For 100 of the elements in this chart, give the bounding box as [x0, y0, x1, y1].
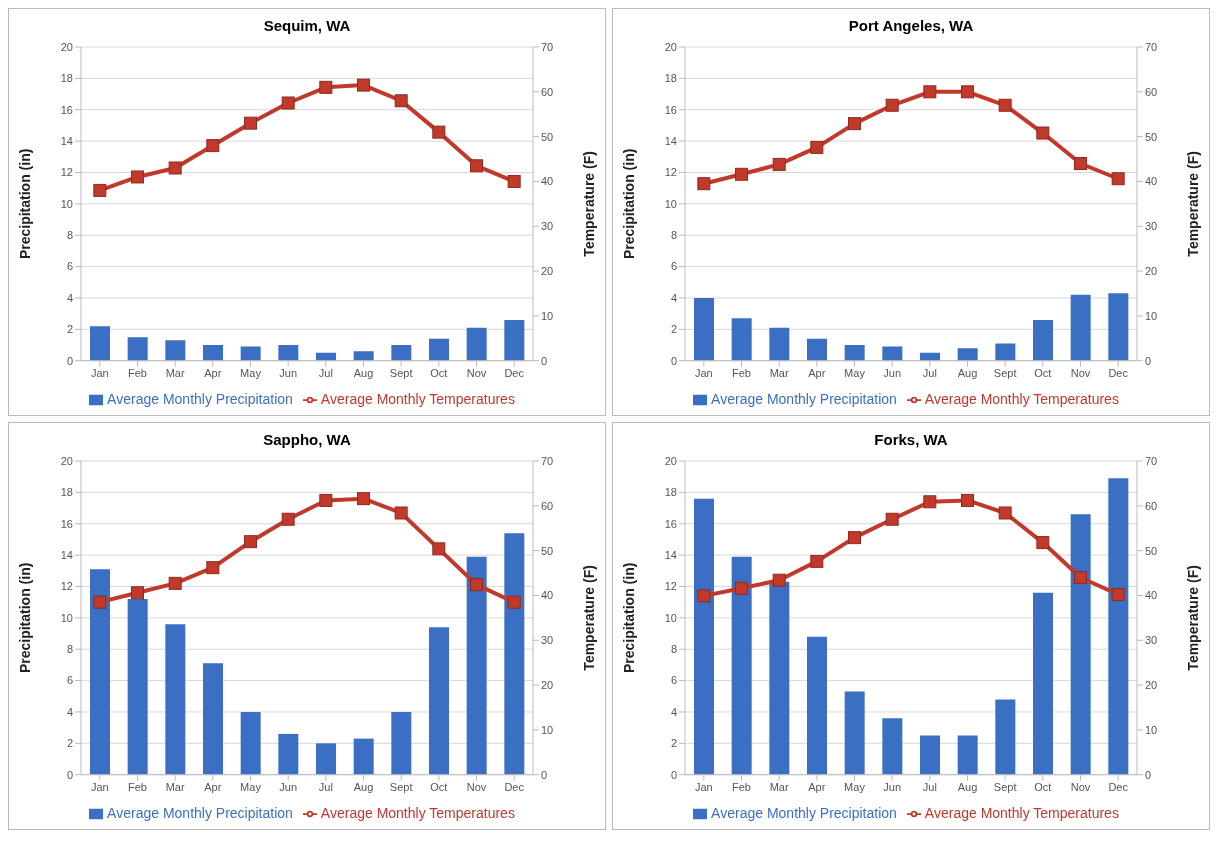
x-tick-label: Aug — [957, 780, 978, 793]
legend-label: Average Monthly Precipitation — [711, 390, 897, 407]
bar — [203, 345, 223, 361]
bar — [694, 297, 714, 361]
bar — [504, 533, 525, 775]
bar — [429, 627, 449, 775]
y-tick-label: 18 — [60, 486, 73, 499]
y2-axis-title: Temperature (F) — [1184, 151, 1201, 257]
point — [357, 78, 370, 92]
y-tick-label: 2 — [670, 323, 677, 336]
x-tick-label: Dec — [1108, 780, 1129, 793]
x-tick-label: Mar — [769, 366, 789, 379]
y-tick-label: 12 — [664, 580, 677, 593]
y-tick-label: 2 — [66, 737, 73, 750]
point — [848, 117, 861, 131]
y-tick-label: 14 — [60, 135, 73, 148]
bar — [278, 345, 299, 361]
y2-tick-label: 10 — [541, 309, 554, 322]
y-tick-label: 10 — [60, 197, 73, 210]
x-tick-label: Jan — [90, 780, 109, 793]
y-axis-title: Precipitation (in) — [620, 148, 637, 260]
y2-axis-title: Temperature (F) — [580, 565, 597, 671]
point — [244, 535, 257, 549]
x-tick-label: May — [844, 780, 866, 793]
y-tick-label: 0 — [66, 768, 73, 781]
y2-axis-title: Temperature (F) — [1184, 565, 1201, 671]
x-tick-label: Nov — [466, 780, 487, 793]
legend-label: Average Monthly Precipitation — [107, 804, 293, 821]
bar — [391, 711, 412, 775]
y2-tick-label: 40 — [541, 589, 554, 602]
x-tick-label: May — [240, 780, 262, 793]
y-tick-label: 14 — [664, 135, 677, 148]
point — [432, 125, 446, 139]
point — [923, 85, 937, 99]
point — [470, 578, 483, 592]
point — [998, 506, 1012, 520]
y2-tick-label: 50 — [1145, 544, 1158, 557]
x-tick-label: Feb — [128, 780, 147, 793]
bar — [957, 735, 978, 775]
bar — [353, 738, 374, 775]
x-tick-label: Oct — [430, 366, 448, 379]
y-tick-label: 0 — [670, 768, 677, 781]
y2-tick-label: 50 — [1145, 130, 1158, 143]
y2-tick-label: 60 — [541, 499, 554, 512]
bar — [694, 498, 714, 775]
point — [394, 94, 408, 108]
y-tick-label: 6 — [66, 260, 73, 273]
point — [319, 80, 333, 94]
bar — [466, 556, 487, 775]
legend-label: Average Monthly Temperatures — [924, 390, 1119, 407]
chart-title: Forks, WA — [873, 430, 949, 450]
x-tick-label: Jun — [883, 780, 902, 793]
point — [885, 98, 899, 112]
point — [1111, 588, 1125, 602]
x-tick-label: Jun — [279, 780, 298, 793]
y-tick-label: 4 — [66, 291, 73, 304]
point — [810, 140, 824, 154]
point — [961, 493, 974, 507]
bar — [353, 351, 374, 361]
point — [697, 589, 711, 603]
y-tick-label: 12 — [60, 166, 73, 179]
x-tick-label: Apr — [808, 366, 826, 379]
bar — [90, 326, 110, 361]
point — [168, 161, 182, 175]
point — [1111, 172, 1125, 186]
y-tick-label: 10 — [664, 611, 677, 624]
legend-label: Average Monthly Precipitation — [711, 804, 897, 821]
x-tick-label: Mar — [165, 366, 185, 379]
y-tick-label: 6 — [670, 674, 677, 687]
y2-tick-label: 20 — [1145, 678, 1158, 691]
y-axis-title: Precipitation (in) — [620, 562, 637, 674]
y2-tick-label: 60 — [541, 85, 554, 98]
y2-tick-label: 70 — [541, 454, 554, 467]
point — [93, 183, 107, 197]
bar — [391, 345, 412, 361]
x-tick-label: Jun — [279, 366, 298, 379]
y2-tick-label: 10 — [541, 723, 554, 736]
y2-tick-label: 10 — [1145, 723, 1158, 736]
x-tick-label: Sept — [389, 366, 413, 379]
bar — [127, 599, 148, 775]
bar — [278, 733, 299, 775]
bar — [882, 718, 903, 775]
point — [394, 506, 408, 520]
point — [961, 85, 974, 99]
bar — [127, 337, 148, 361]
y2-axis-title: Temperature (F) — [580, 151, 597, 257]
y2-tick-label: 50 — [541, 130, 554, 143]
bar — [882, 346, 903, 361]
bar — [807, 338, 827, 361]
bar — [1033, 319, 1053, 361]
point — [281, 512, 295, 526]
y-axis-title: Precipitation (in) — [16, 562, 33, 674]
y2-tick-label: 30 — [1145, 220, 1158, 233]
point — [206, 139, 220, 153]
point — [507, 595, 521, 609]
y-tick-label: 4 — [670, 705, 677, 718]
point — [357, 492, 370, 506]
y2-tick-label: 10 — [1145, 309, 1158, 322]
point — [772, 573, 786, 587]
bar — [240, 346, 261, 361]
